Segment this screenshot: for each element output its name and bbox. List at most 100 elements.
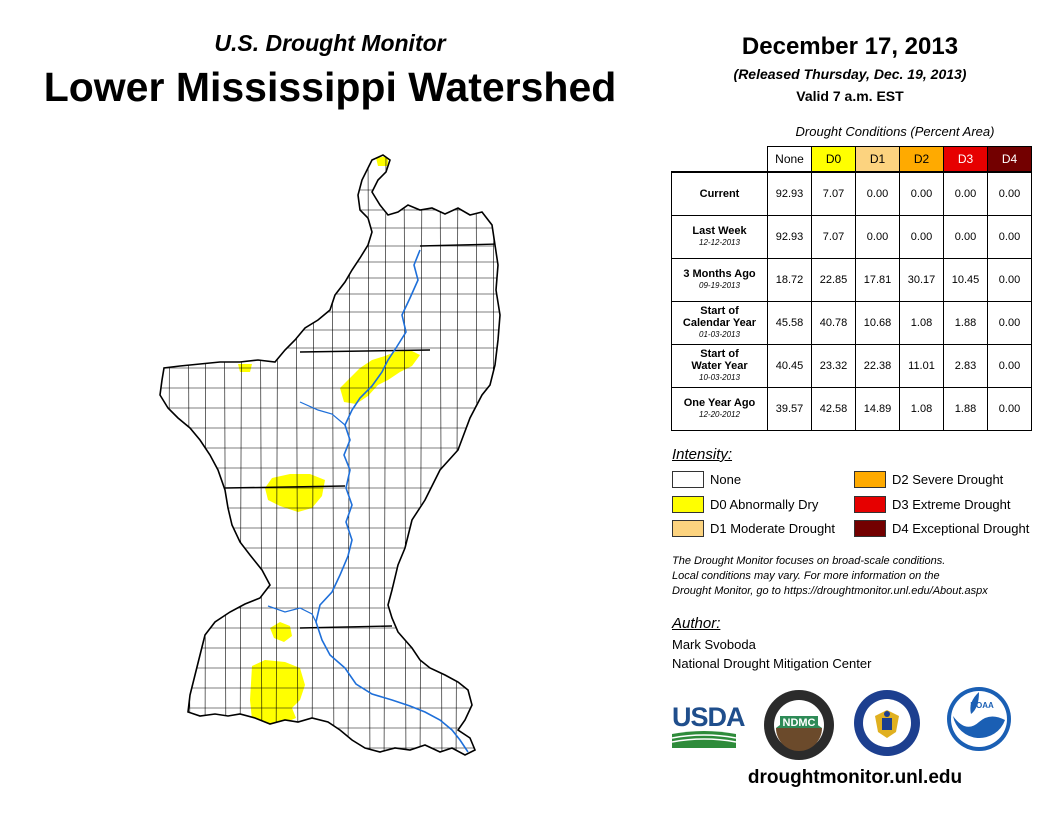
table-row: Start of Calendar Year 01-03-2013 45.58 40.7… [671,301,1032,345]
legend-item-d1: D1 Moderate Drought [672,520,835,537]
note-line: Local conditions may vary. For more info… [672,570,940,582]
state-boundaries [224,243,500,629]
column-header-d1: D1 [855,146,900,173]
table-cell: 0.00 [987,171,1032,216]
column-header-d4: D4 [987,146,1032,173]
table-cell: 0.00 [855,171,900,216]
column-header-d2: D2 [899,146,944,173]
legend-item-d2: D2 Severe Drought [854,471,1003,488]
table-cell: 14.89 [855,387,900,431]
legend-label: D0 Abnormally Dry [710,497,819,512]
row-date: 10-03-2013 [699,373,740,382]
legend-swatch [672,471,704,488]
table-row: 3 Months Ago 09-19-2013 18.72 22.85 17.81 30.… [671,258,1032,302]
table-cell: 17.81 [855,258,900,302]
table-cell: 7.07 [811,171,856,216]
legend-item-d0: D0 Abnormally Dry [672,496,818,513]
arkansas-river [299,401,346,426]
intensity-title: Intensity: [672,446,733,463]
conditions-title: Drought Conditions (Percent Area) [795,124,995,139]
row-label-text: Current [699,188,740,200]
table-cell: 40.45 [767,344,812,388]
table-cell: 1.88 [943,301,988,345]
table-cell: 22.38 [855,344,900,388]
legend-label: D2 Severe Drought [892,472,1004,487]
table-cell: 2.83 [943,344,988,388]
valid-date: December 17, 2013 [741,33,959,60]
table-row: Start of Water Year 10-03-2013 40.45 23.32 22… [671,344,1032,388]
legend-swatch [854,471,886,488]
usda-logo-text: USDA [672,702,746,732]
table-cell: 0.00 [987,215,1032,259]
table-cell: 0.00 [943,215,988,259]
release-date: (Released Thursday, Dec. 19, 2013) [733,66,967,82]
column-header-d3: D3 [943,146,988,173]
row-label-text: 3 Months Ago [683,268,756,280]
map-title: Lower Mississippi Watershed [43,64,617,110]
table-corner [672,147,768,173]
legend-label: D4 Exceptional Drought [892,521,1030,536]
table-cell: 0.00 [987,387,1032,431]
row-label-text-2: Water Year [691,360,748,372]
website-url[interactable]: droughtmonitor.unl.edu [747,767,963,788]
map-subtitle: U.S. Drought Monitor [214,30,446,56]
valid-time: Valid 7 a.m. EST [796,88,904,104]
legend-swatch [854,520,886,537]
legend-label: None [710,472,742,487]
table-cell: 0.00 [987,258,1032,302]
row-label-text: Start of [700,305,739,317]
row-label: One Year Ago 12-20-2012 [671,387,768,431]
usda-logo-icon [672,731,736,748]
red-river [267,605,317,623]
legend-item-d4: D4 Exceptional Drought [854,520,1029,537]
legend-label: D1 Moderate Drought [710,521,836,536]
disclaimer-note: The Drought Monitor focuses on broad-sca… [672,554,1052,599]
table-cell: 0.00 [899,215,944,259]
table-cell: 10.68 [855,301,900,345]
row-label-text-2: Calendar Year [682,317,757,329]
legend-swatch [672,520,704,537]
drought-conditions-table: None D0 D1 D2 D3 D4 Current 92.93 7.07 0.00 0.00 0… [671,146,1032,431]
table-cell: 10.45 [943,258,988,302]
table-cell: 23.32 [811,344,856,388]
table-header-row: None D0 D1 D2 D3 D4 [672,146,1032,173]
table-cell: 92.93 [767,171,812,216]
table-cell: 45.58 [767,301,812,345]
row-label-text: One Year Ago [683,397,756,409]
note-line: The Drought Monitor focuses on broad-sca… [672,555,946,567]
table-cell: 18.72 [767,258,812,302]
table-cell: 0.00 [987,344,1032,388]
watershed-map [159,154,501,756]
legend-swatch [854,496,886,513]
table-cell: 0.00 [987,301,1032,345]
row-date: 12-12-2013 [699,238,740,247]
author-org: National Drought Mitigation Center [672,656,872,671]
legend-swatch [672,496,704,513]
noaa-logo-text: NOAA [970,701,994,710]
author-name: Mark Svoboda [672,637,756,652]
table-cell: 1.88 [943,387,988,431]
legend-item-none: None [672,471,741,488]
column-header-d0: D0 [811,146,856,173]
noaa-logo-icon: NOAA [947,687,1011,751]
row-label-text: Last Week [692,225,747,237]
table-cell: 0.00 [855,215,900,259]
commerce-seal-icon [854,690,920,756]
row-label: 3 Months Ago 09-19-2013 [671,258,768,302]
ndmc-logo-text: NDMC [783,717,816,729]
row-date: 12-20-2012 [699,410,740,419]
legend-item-d3: D3 Extreme Drought [854,496,1011,513]
table-row: One Year Ago 12-20-2012 39.57 42.58 14.89 1.0… [671,387,1032,431]
d0-dry-areas [238,156,420,726]
table-cell: 22.85 [811,258,856,302]
note-line: Drought Monitor, go to https://droughtmo… [672,585,988,597]
row-label: Start of Water Year 10-03-2013 [671,344,768,388]
table-cell: 11.01 [899,344,944,388]
table-cell: 0.00 [943,171,988,216]
table-cell: 7.07 [811,215,856,259]
ndmc-logo-icon: NDMC [764,690,834,760]
row-label-text: Start of [700,348,739,360]
table-cell: 0.00 [899,171,944,216]
row-label: Last Week 12-12-2013 [671,215,768,259]
table-cell: 39.57 [767,387,812,431]
